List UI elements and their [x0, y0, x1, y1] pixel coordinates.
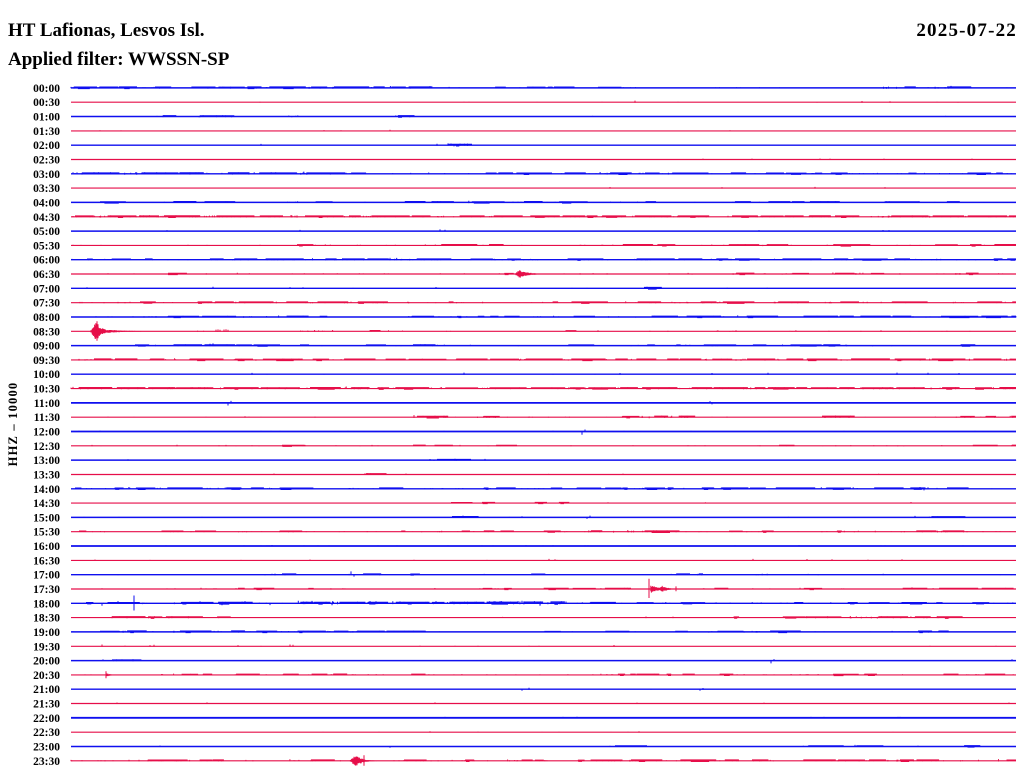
svg-text:06:30: 06:30 — [33, 269, 60, 281]
svg-text:03:00: 03:00 — [33, 169, 60, 181]
svg-text:02:00: 02:00 — [33, 140, 60, 152]
svg-text:HHZ – 10000: HHZ – 10000 — [6, 382, 20, 467]
svg-text:12:30: 12:30 — [33, 441, 60, 453]
svg-text:15:00: 15:00 — [33, 512, 60, 524]
svg-text:14:30: 14:30 — [33, 498, 60, 510]
svg-text:13:30: 13:30 — [33, 470, 60, 482]
svg-text:19:30: 19:30 — [33, 641, 60, 653]
svg-text:04:00: 04:00 — [33, 197, 60, 209]
svg-text:16:00: 16:00 — [33, 541, 60, 553]
svg-text:21:30: 21:30 — [33, 699, 60, 711]
svg-text:16:30: 16:30 — [33, 555, 60, 567]
svg-text:13:00: 13:00 — [33, 455, 60, 467]
svg-text:2025-07-22: 2025-07-22 — [916, 20, 1017, 41]
svg-text:00:30: 00:30 — [33, 97, 60, 109]
svg-text:09:00: 09:00 — [33, 341, 60, 353]
svg-text:05:30: 05:30 — [33, 240, 60, 252]
svg-text:20:00: 20:00 — [33, 656, 60, 668]
svg-text:23:00: 23:00 — [33, 742, 60, 754]
svg-text:00:00: 00:00 — [33, 83, 60, 95]
svg-text:03:30: 03:30 — [33, 183, 60, 195]
svg-text:08:00: 08:00 — [33, 312, 60, 324]
svg-text:18:00: 18:00 — [33, 598, 60, 610]
svg-text:07:30: 07:30 — [33, 298, 60, 310]
svg-text:Applied filter: WWSSN-SP: Applied filter: WWSSN-SP — [8, 49, 230, 70]
svg-text:19:00: 19:00 — [33, 627, 60, 639]
svg-text:10:00: 10:00 — [33, 369, 60, 381]
svg-text:18:30: 18:30 — [33, 613, 60, 625]
svg-text:02:30: 02:30 — [33, 155, 60, 167]
svg-text:01:30: 01:30 — [33, 126, 60, 138]
svg-text:01:00: 01:00 — [33, 112, 60, 124]
svg-text:14:00: 14:00 — [33, 484, 60, 496]
svg-text:HT Lafionas, Lesvos Isl.: HT Lafionas, Lesvos Isl. — [8, 20, 205, 41]
svg-text:21:00: 21:00 — [33, 684, 60, 696]
svg-text:05:00: 05:00 — [33, 226, 60, 238]
svg-text:15:30: 15:30 — [33, 527, 60, 539]
svg-text:08:30: 08:30 — [33, 326, 60, 338]
svg-text:17:00: 17:00 — [33, 570, 60, 582]
svg-text:20:30: 20:30 — [33, 670, 60, 682]
svg-text:17:30: 17:30 — [33, 584, 60, 596]
svg-text:11:00: 11:00 — [34, 398, 60, 410]
svg-text:04:30: 04:30 — [33, 212, 60, 224]
svg-text:11:30: 11:30 — [34, 412, 60, 424]
svg-text:23:30: 23:30 — [33, 756, 60, 768]
svg-text:22:00: 22:00 — [33, 713, 60, 725]
svg-text:09:30: 09:30 — [33, 355, 60, 367]
svg-text:12:00: 12:00 — [33, 427, 60, 439]
svg-text:07:00: 07:00 — [33, 283, 60, 295]
svg-text:22:30: 22:30 — [33, 727, 60, 739]
svg-text:10:30: 10:30 — [33, 384, 60, 396]
svg-text:06:00: 06:00 — [33, 255, 60, 267]
